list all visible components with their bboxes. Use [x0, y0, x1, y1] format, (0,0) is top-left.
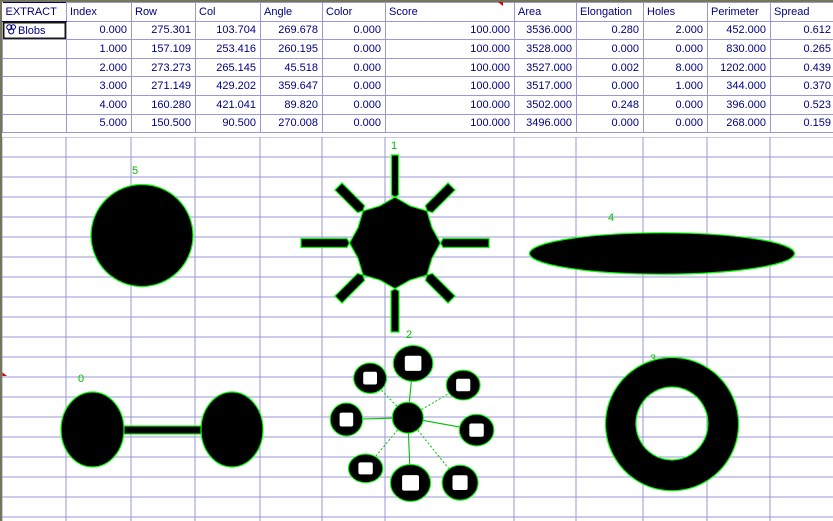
svg-text:4: 4: [608, 212, 614, 224]
svg-text:2: 2: [406, 329, 412, 341]
svg-text:0: 0: [78, 373, 84, 385]
svg-text:5: 5: [132, 165, 138, 177]
svg-text:1: 1: [391, 140, 397, 152]
